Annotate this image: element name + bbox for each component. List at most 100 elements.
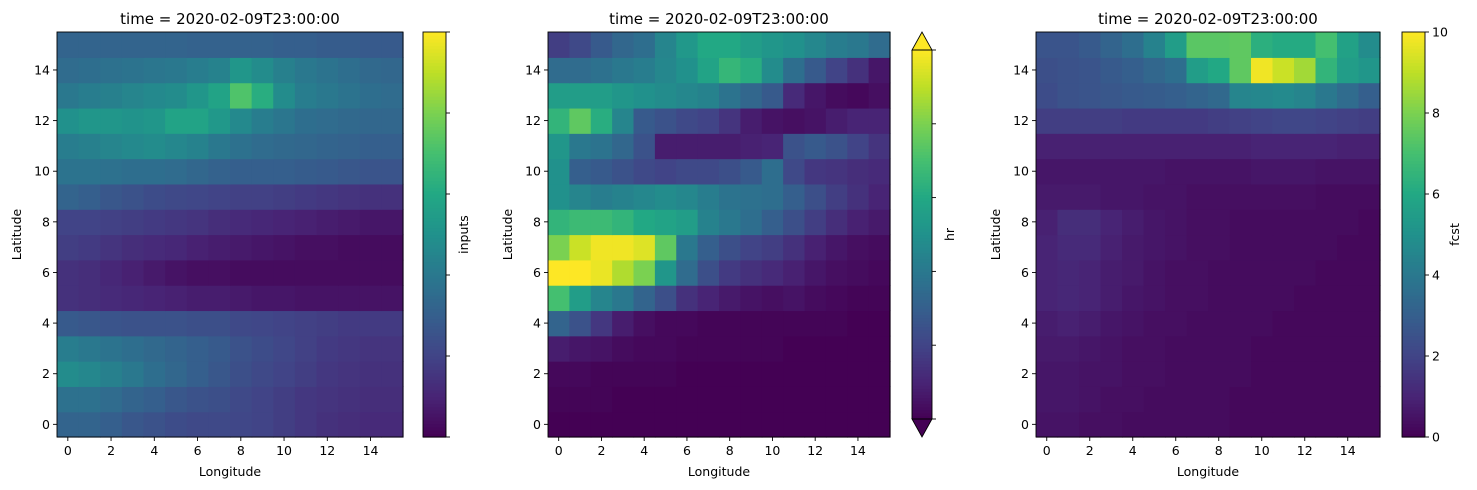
heatmap-cell xyxy=(338,183,361,210)
heatmap-cell xyxy=(359,259,382,286)
colorbar-segment xyxy=(1402,383,1425,387)
x-tick-label: 14 xyxy=(363,443,379,458)
heatmap-cell xyxy=(1057,183,1080,210)
heatmap-cell xyxy=(381,158,404,185)
heatmap-cell xyxy=(121,133,145,160)
heatmap-cell xyxy=(847,361,870,387)
heatmap-cell xyxy=(654,259,677,286)
colorbar-segment xyxy=(912,139,932,143)
heatmap-cell xyxy=(165,335,188,362)
y-tick-label: 12 xyxy=(525,113,541,128)
heatmap-cell xyxy=(761,411,784,438)
colorbar-segment xyxy=(423,173,446,178)
heatmap-cell xyxy=(590,335,613,362)
heatmap-cell xyxy=(1143,335,1166,362)
heatmap-cell xyxy=(1186,335,1209,362)
colorbar-segment xyxy=(423,113,446,117)
colorbar-segment xyxy=(423,231,446,236)
heatmap-cell xyxy=(1122,183,1145,210)
heatmap-cell xyxy=(1229,259,1252,286)
heatmap-cell xyxy=(1036,158,1059,185)
heatmap-cell xyxy=(868,158,891,185)
heatmap-cell xyxy=(1057,32,1080,58)
heatmap-cell xyxy=(1186,234,1209,261)
heatmap-cell xyxy=(569,158,592,185)
heatmap-cell xyxy=(121,259,145,286)
heatmap-cell xyxy=(740,158,763,185)
x-tick-label: 4 xyxy=(150,443,158,458)
y-tick-label: 12 xyxy=(1013,113,1029,128)
heatmap-cell xyxy=(1057,361,1080,387)
heatmap-cell xyxy=(868,57,891,84)
heatmap-cell xyxy=(1208,209,1231,236)
colorbar-segment xyxy=(912,65,932,70)
heatmap-cell xyxy=(121,107,145,134)
colorbar-segment xyxy=(423,268,446,273)
heatmap-cell xyxy=(338,310,361,337)
heatmap-cell xyxy=(1100,82,1123,109)
heatmap-cell xyxy=(1122,107,1145,134)
heatmap-cell xyxy=(57,183,80,210)
colorbar-segment xyxy=(423,150,446,155)
colorbar-segment xyxy=(912,206,932,211)
heatmap-cell xyxy=(676,107,699,134)
heatmap-cell xyxy=(316,285,339,312)
colorbar-segment xyxy=(912,265,932,269)
heatmap-cell xyxy=(569,133,592,160)
x-tick-label: 10 xyxy=(764,443,780,458)
colorbar-segment xyxy=(1402,59,1425,63)
colorbar-segment xyxy=(912,179,932,183)
heatmap-cell xyxy=(569,386,592,413)
heatmap-cell xyxy=(208,411,231,438)
colorbar-segment xyxy=(423,48,446,53)
colorbar-segment xyxy=(423,99,446,104)
heatmap-cell xyxy=(143,411,166,438)
heatmap-cell xyxy=(251,32,274,58)
heatmap-cell xyxy=(316,57,339,84)
heatmap-cell xyxy=(569,335,592,362)
colorbar-segment xyxy=(912,191,932,196)
heatmap-cell xyxy=(57,209,80,236)
y-tick-label: 6 xyxy=(533,265,541,280)
heatmap-cell xyxy=(359,107,382,134)
heatmap-cell xyxy=(1272,386,1295,413)
heatmap-cell xyxy=(676,209,699,236)
colorbar-segment xyxy=(1402,180,1425,185)
colorbar-segment xyxy=(423,254,446,259)
heatmap-cell xyxy=(165,361,188,387)
heatmap-cell xyxy=(1251,82,1274,109)
heatmap-cell xyxy=(208,32,231,58)
heatmap-cell xyxy=(1337,82,1360,109)
colorbar-segment xyxy=(912,366,932,371)
heatmap-cell xyxy=(359,183,382,210)
y-axis-label: Latitude xyxy=(988,208,1003,260)
colorbar-tick-label: 10 xyxy=(1432,25,1448,40)
heatmap-cell xyxy=(697,411,720,438)
heatmap-cell xyxy=(338,32,361,58)
heatmap-cell xyxy=(186,183,209,210)
colorbar-segment xyxy=(1402,291,1425,296)
heatmap-cell xyxy=(569,310,592,337)
colorbar-segment xyxy=(1402,403,1425,408)
colorbar-segment xyxy=(912,216,932,220)
heatmap-cell xyxy=(740,335,763,362)
colorbar-extend-min xyxy=(911,418,933,438)
heatmap-cell xyxy=(847,82,870,109)
colorbar-segment xyxy=(912,129,932,134)
colorbar-segment xyxy=(423,302,446,306)
x-axis-label: Longitude xyxy=(688,464,750,479)
colorbar-segment xyxy=(423,389,446,394)
colorbar-segment xyxy=(423,79,446,84)
heatmap-cell xyxy=(1337,310,1360,337)
colorbar-segment xyxy=(1402,352,1425,357)
colorbar-segment xyxy=(1402,207,1425,212)
colorbar-segment xyxy=(912,351,932,356)
heatmap-cell xyxy=(57,107,80,134)
colorbar-segment xyxy=(1402,399,1425,404)
heatmap-cell xyxy=(186,310,209,337)
heatmap-cell xyxy=(847,335,870,362)
heatmap-cell xyxy=(719,386,741,413)
heatmap-cell xyxy=(1186,285,1209,312)
colorbar-segment xyxy=(423,332,446,337)
heatmap-cell xyxy=(676,335,699,362)
